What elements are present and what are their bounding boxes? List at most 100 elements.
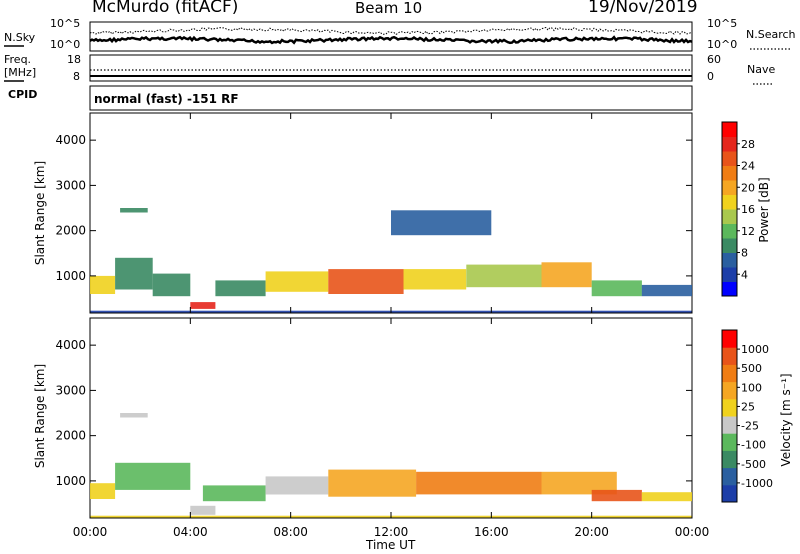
velocity-band-5 (328, 469, 417, 497)
power-colorbar-seg-11 (722, 122, 737, 137)
velocity-band-7 (541, 471, 617, 495)
time-tick-label-6: 00:00 (675, 525, 710, 539)
velocity-cbar-label-4: -25 (741, 420, 759, 433)
power-colorbar-seg-9 (722, 151, 737, 166)
time-tick-label-5: 20:00 (574, 525, 609, 539)
power-band-6 (328, 269, 404, 294)
time-tick-label-4: 16:00 (474, 525, 509, 539)
time-tick-label-1: 04:00 (173, 525, 208, 539)
power-cbar-label-3: 16 (741, 203, 755, 216)
freq-tick-top: 18 (67, 53, 81, 66)
noise-search-line (89, 26, 693, 36)
power-colorbar-seg-1 (722, 267, 737, 282)
velocity-colorbar-seg-9 (722, 330, 737, 348)
power-band-2 (152, 273, 191, 297)
velocity-band-9 (641, 492, 692, 502)
velocity-colorbar-seg-6 (722, 381, 737, 400)
power-cbar-label-1: 8 (741, 247, 748, 260)
velocity-colorbar-seg-5 (722, 398, 737, 417)
velocity-band-1 (115, 462, 191, 490)
velocity-band-2 (190, 505, 216, 515)
power-colorbar-seg-2 (722, 252, 737, 268)
velocity-colorbar-seg-1 (722, 467, 737, 486)
time-axis-label: Time UT (366, 538, 416, 552)
nsearch-tick-bottom: 10^0 (707, 38, 738, 51)
velocity-colorbar-seg-8 (722, 347, 737, 365)
velocity-band-4 (265, 476, 329, 495)
power-colorbar-seg-8 (722, 165, 737, 181)
power-colorbar-seg-4 (722, 223, 737, 239)
cpid-label: CPID (8, 88, 38, 101)
power-band-4 (215, 280, 266, 297)
power-colorbar-seg-10 (722, 136, 737, 152)
power-band-10 (591, 280, 642, 297)
power-colorbar-seg-5 (722, 209, 737, 224)
power-band-13 (391, 210, 492, 236)
power-cbar-label-6: 28 (741, 138, 755, 151)
nsearch-label: N.Search (746, 28, 796, 41)
date-title: 19/Nov/2019 (588, 0, 698, 17)
power-colorbar-seg-7 (722, 180, 737, 195)
power-band-8 (466, 264, 542, 288)
power-ytick-label-0: 1000 (55, 269, 86, 283)
velocity-colorbar-frame (721, 329, 738, 503)
freq-label-2: [MHz] (4, 66, 37, 79)
power-cbar-label-0: 4 (741, 268, 748, 281)
power-band-9 (541, 262, 592, 288)
velocity-band-0 (90, 483, 116, 499)
power-ytick-label-2: 3000 (55, 178, 86, 192)
velocity-cbar-label-7: -1000 (741, 477, 773, 490)
velocity-cbar-label-0: 1000 (741, 343, 769, 356)
nsky-tick-bottom: 10^0 (50, 38, 81, 51)
power-band-11 (641, 284, 692, 297)
velocity-colorbar-seg-0 (722, 484, 737, 503)
velocity-colorbar-seg-7 (722, 364, 737, 383)
nsky-tick-top: 10^5 (50, 17, 81, 30)
velocity-colorbar-seg-4 (722, 416, 737, 434)
velocity-cbar-label-1: 500 (741, 362, 762, 375)
time-tick-label-0: 00:00 (73, 525, 108, 539)
velocity-band-8 (591, 489, 642, 502)
nave-tick-top: 60 (707, 53, 721, 66)
velocity-band-3 (202, 485, 266, 502)
velocity-ytick-label-0: 1000 (55, 474, 86, 488)
velocity-cbar-label-5: -100 (741, 439, 766, 452)
power-band-0 (90, 275, 116, 294)
nave-tick-bottom: 0 (707, 70, 714, 83)
velocity-cbar-label-6: -500 (741, 458, 766, 471)
freq-label-1: Freq. (4, 53, 32, 66)
time-tick-label-2: 08:00 (273, 525, 308, 539)
cpid-mode: normal (fast) -151 RF (94, 92, 239, 106)
nsky-label: N.Sky (4, 31, 36, 44)
velocity-cbar-label-3: 25 (741, 400, 755, 413)
power-ytick-label-1: 2000 (55, 224, 86, 238)
noise-panel-frame (89, 21, 693, 52)
power-cbar-label-4: 20 (741, 181, 755, 194)
power-cbar-label-2: 12 (741, 225, 755, 238)
power-band-12 (120, 208, 148, 213)
velocity-ytick-label-1: 2000 (55, 429, 86, 443)
power-colorbar-seg-0 (722, 281, 737, 297)
velocity-ytick-label-3: 4000 (55, 338, 86, 352)
station-title: McMurdo (fitACF) (92, 0, 239, 17)
beam-title: Beam 10 (355, 0, 423, 17)
freq-tick-bottom: 8 (73, 70, 80, 83)
power-colorbar-seg-6 (722, 194, 737, 210)
velocity-colorbar-seg-2 (722, 450, 737, 469)
velocity-cbar-label-2: 100 (741, 381, 762, 394)
velocity-band-6 (416, 471, 542, 495)
power-band-7 (403, 269, 467, 290)
power-band-1 (115, 257, 153, 290)
noise-sky-line (89, 35, 693, 45)
velocity-band-10 (120, 413, 148, 418)
cpid-panel-frame (89, 85, 693, 111)
power-band-5 (265, 271, 329, 292)
freq-panel-frame (89, 54, 693, 82)
nsearch-tick-top: 10^5 (707, 17, 738, 30)
velocity-ytick-label-2: 3000 (55, 383, 86, 397)
power-band-3 (190, 302, 216, 309)
power-colorbar-seg-3 (722, 238, 737, 253)
power-ytick-label-3: 4000 (55, 133, 86, 147)
velocity-colorbar-seg-3 (722, 433, 737, 451)
